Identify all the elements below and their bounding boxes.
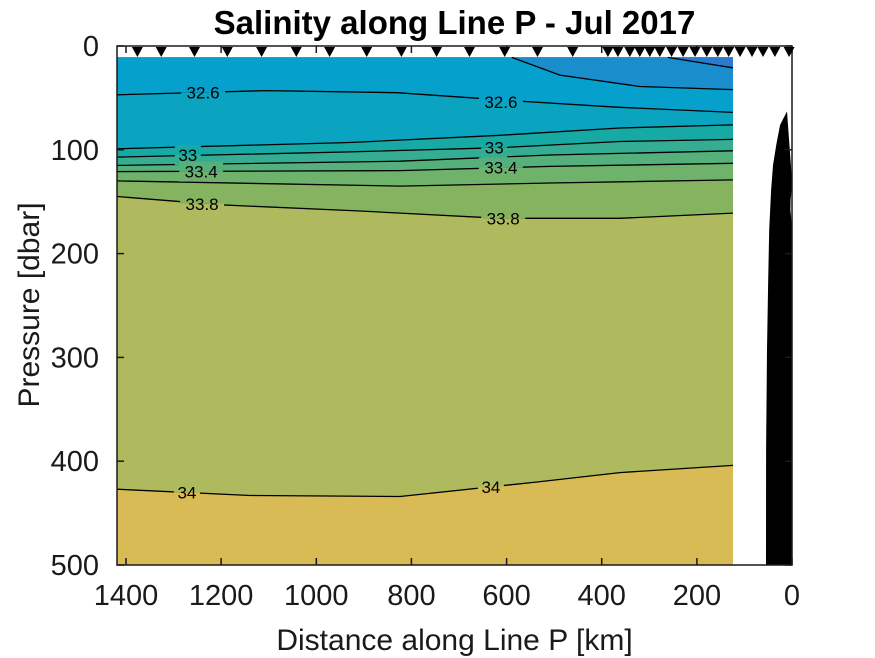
chart-title: Salinity along Line P - Jul 2017	[213, 4, 696, 41]
contour-label: 33.4	[185, 163, 218, 182]
station-marker	[464, 47, 475, 57]
contour-label-patch	[181, 82, 226, 93]
y-tick-label: 100	[51, 135, 99, 167]
contour-label: 32.6	[484, 93, 517, 112]
contour-label-patch	[481, 218, 526, 229]
station-marker	[532, 47, 543, 57]
contour-line	[116, 179, 734, 187]
contour-label-patch	[481, 208, 526, 219]
contour-label: 33.4	[484, 158, 517, 177]
contour-label-patch	[173, 492, 200, 503]
station-marker	[189, 47, 200, 57]
station-marker	[769, 47, 781, 57]
y-tick-label: 0	[83, 31, 99, 63]
contour-label-patch	[179, 171, 224, 182]
station-marker	[256, 47, 268, 57]
contour-line	[116, 150, 734, 167]
station-marker	[654, 47, 666, 57]
station-marker	[757, 47, 769, 57]
station-marker	[155, 47, 167, 57]
station-marker	[131, 47, 143, 57]
contour-label: 33.8	[487, 209, 520, 228]
x-tick-label: 400	[578, 580, 626, 612]
contour-label-patch	[478, 102, 523, 113]
x-tick-label: 1200	[189, 580, 254, 612]
station-marker	[644, 47, 656, 57]
station-marker	[361, 47, 373, 57]
contour-line	[667, 56, 734, 69]
station-marker	[712, 47, 724, 57]
x-tick-label: 1400	[94, 580, 159, 612]
contour-label-patch	[478, 92, 523, 103]
x-tick-label: 0	[784, 580, 800, 612]
contour-label-patch	[179, 161, 224, 172]
x-tick-label: 600	[482, 580, 530, 612]
station-marker	[723, 47, 735, 57]
contour-label-patch	[181, 92, 226, 103]
contour-label-patch	[173, 482, 200, 493]
x-tick-label: 1000	[284, 580, 349, 612]
contour-label-patch	[477, 487, 504, 498]
station-marker	[783, 47, 795, 57]
station-marker	[290, 47, 302, 57]
x-tick-label: 800	[387, 580, 435, 612]
contour-label-patch	[478, 167, 523, 178]
contour-label: 34	[177, 483, 196, 502]
x-axis-label: Distance along Line P [km]	[276, 624, 633, 657]
contour-band	[511, 57, 733, 90]
contour-label-patch	[174, 155, 201, 165]
contour-line	[116, 124, 734, 150]
contour-label-patch	[477, 477, 504, 488]
station-marker	[567, 47, 579, 57]
x-tick-label: 200	[673, 580, 721, 612]
bathymetry-mask	[766, 111, 792, 566]
contour-label: 33	[485, 139, 504, 158]
station-marker	[677, 47, 689, 57]
station-marker	[431, 47, 443, 57]
station-marker	[612, 47, 624, 57]
contour-label: 33.8	[186, 195, 219, 214]
axes-box	[116, 45, 793, 566]
contour-label: 33	[178, 146, 197, 165]
station-marker	[324, 47, 336, 57]
station-marker	[624, 47, 636, 57]
contour-label-patch	[180, 203, 225, 214]
contour-label: 32.6	[187, 84, 220, 103]
contour-label-patch	[481, 137, 508, 148]
station-marker	[689, 47, 701, 57]
station-marker	[499, 47, 511, 57]
station-marker	[221, 47, 233, 57]
contour-label-patch	[478, 157, 523, 168]
contour-label-patch	[180, 193, 225, 204]
station-marker	[746, 47, 758, 57]
contour-line	[116, 89, 734, 114]
station-marker	[734, 47, 746, 57]
station-marker	[666, 47, 678, 57]
y-tick-label: 400	[51, 446, 99, 478]
contour-line	[116, 464, 734, 498]
y-tick-label: 200	[51, 239, 99, 271]
station-marker	[634, 47, 646, 57]
contour-label: 34	[481, 478, 500, 497]
contour-line	[116, 162, 734, 173]
station-marker	[701, 47, 713, 57]
contour-line	[511, 56, 734, 91]
y-tick-label: 300	[51, 342, 99, 374]
y-tick-label: 500	[51, 550, 99, 582]
station-marker	[395, 47, 407, 57]
contour-label-patch	[481, 147, 508, 158]
contour-label-patch	[174, 145, 201, 155]
station-marker	[602, 47, 614, 57]
